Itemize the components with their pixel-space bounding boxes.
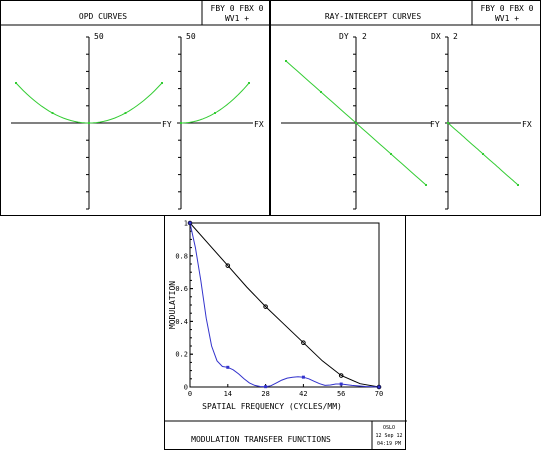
mtf-ticks <box>189 222 380 388</box>
ray-fx-ylabel: DX <box>431 32 441 41</box>
data-point <box>15 82 17 84</box>
mtf-title: MODULATION TRANSFER FUNCTIONS <box>191 435 331 444</box>
oslo-logo: OSLO <box>383 425 395 431</box>
mtf-data-point <box>376 384 382 390</box>
x-tick-label: 28 <box>261 390 269 398</box>
mtf-data-point <box>226 365 230 369</box>
ray-fy-scale-label: 2 <box>362 32 367 41</box>
y-tick-label: 0.8 <box>175 252 188 260</box>
y-tick-label: 1 <box>184 220 188 228</box>
opd-info-line2: WV1 + <box>225 14 249 23</box>
ray-intercept-svg: RAY-INTERCEPT CURVES FBY 0 FBX 0 WV1 + D… <box>271 1 541 210</box>
data-point <box>88 122 90 124</box>
mtf-data-point <box>339 382 343 386</box>
mtf-series-black-curve <box>189 222 380 388</box>
opd-fx-scale-label: 50 <box>186 32 196 41</box>
opd-fx-axis-label: FX <box>254 120 264 129</box>
mtf-data-point <box>263 304 268 309</box>
ray-fx-markers <box>447 122 519 186</box>
ray-info-line2: WV1 + <box>495 14 519 23</box>
x-tick-label: 0 <box>188 390 192 398</box>
opd-info-line1: FBY 0 FBX 0 <box>211 4 264 13</box>
mtf-data-point <box>377 385 381 389</box>
data-point <box>214 112 216 114</box>
mtf-data-point <box>301 375 305 379</box>
data-point <box>390 153 392 155</box>
mtf-data-point <box>187 220 193 226</box>
opd-fx-curve <box>181 82 250 124</box>
opd-curves-svg: OPD CURVES FBY 0 FBX 0 WV1 + 50 FY 50 FX <box>1 1 271 210</box>
x-tick-label: 56 <box>337 390 345 398</box>
ray-fy-axis-label: FY <box>430 120 440 129</box>
ray-title: RAY-INTERCEPT CURVES <box>325 12 422 21</box>
opd-fy-scale-label: 50 <box>94 32 104 41</box>
ray-fy-ylabel: DY <box>339 32 349 41</box>
mtf-svg: 0 14 28 42 56 70 0 0.2 0.4 0.6 0.8 1 MODULATION SP… <box>165 220 407 450</box>
mtf-series-blue-curve <box>189 222 380 388</box>
ray-fy-markers <box>285 60 427 186</box>
y-tick-label: 0 <box>184 384 188 392</box>
mtf-series-black-markers <box>187 220 382 390</box>
opd-fy-ticks <box>86 36 89 210</box>
mtf-ylabel: MODULATION <box>168 281 177 329</box>
ray-info-line1: FBY 0 FBX 0 <box>481 4 534 13</box>
mtf-data-point <box>188 221 192 225</box>
x-tick-label: 42 <box>299 390 307 398</box>
y-tick-label: 0.6 <box>175 285 188 293</box>
x-tick-label: 70 <box>375 390 383 398</box>
mtf-date: 12 Sep 12 <box>375 433 402 439</box>
x-tick-label: 14 <box>224 390 232 398</box>
opd-fx-ticks <box>178 36 181 210</box>
mtf-data-point <box>225 263 231 268</box>
ray-fx-scale-label: 2 <box>453 32 458 41</box>
mtf-time: 04:19 PM <box>377 441 401 447</box>
opd-fx-markers <box>180 82 250 124</box>
data-point <box>355 122 357 124</box>
ray-fx-axis-label: FX <box>522 120 532 129</box>
mtf-xlabel: SPATIAL FREQUENCY (CYCLES/MM) <box>202 402 342 411</box>
data-point <box>482 153 484 155</box>
data-point <box>161 82 163 84</box>
mtf-data-point <box>264 385 268 389</box>
ray-intercept-panel: RAY-INTERCEPT CURVES FBY 0 FBX 0 WV1 + D… <box>270 0 541 216</box>
data-point <box>517 184 519 186</box>
mtf-series-blue-markers <box>188 221 381 389</box>
mtf-ytick-labels: 0 0.2 0.4 0.6 0.8 1 <box>175 220 188 392</box>
data-point <box>51 112 54 114</box>
data-point <box>320 91 322 93</box>
y-tick-label: 0.4 <box>175 318 188 326</box>
y-tick-label: 0.2 <box>175 351 188 359</box>
mtf-panel: 0 14 28 42 56 70 0 0.2 0.4 0.6 0.8 1 MODULATION SP… <box>164 216 407 450</box>
data-point <box>248 82 250 84</box>
ray-fy-ticks <box>353 36 356 210</box>
opd-fy-markers <box>15 82 163 124</box>
mtf-data-point <box>301 340 306 346</box>
opd-fy-axis-label: FY <box>162 120 172 129</box>
mtf-xtick-labels: 0 14 28 42 56 70 <box>188 390 383 398</box>
mtf-data-point <box>338 373 344 378</box>
data-point <box>425 184 427 186</box>
data-point <box>285 60 287 62</box>
data-point <box>180 122 182 124</box>
data-point <box>447 122 449 124</box>
data-point <box>124 112 127 114</box>
opd-title: OPD CURVES <box>79 12 127 21</box>
opd-curves-panel: OPD CURVES FBY 0 FBX 0 WV1 + 50 FY 50 FX <box>0 0 271 216</box>
